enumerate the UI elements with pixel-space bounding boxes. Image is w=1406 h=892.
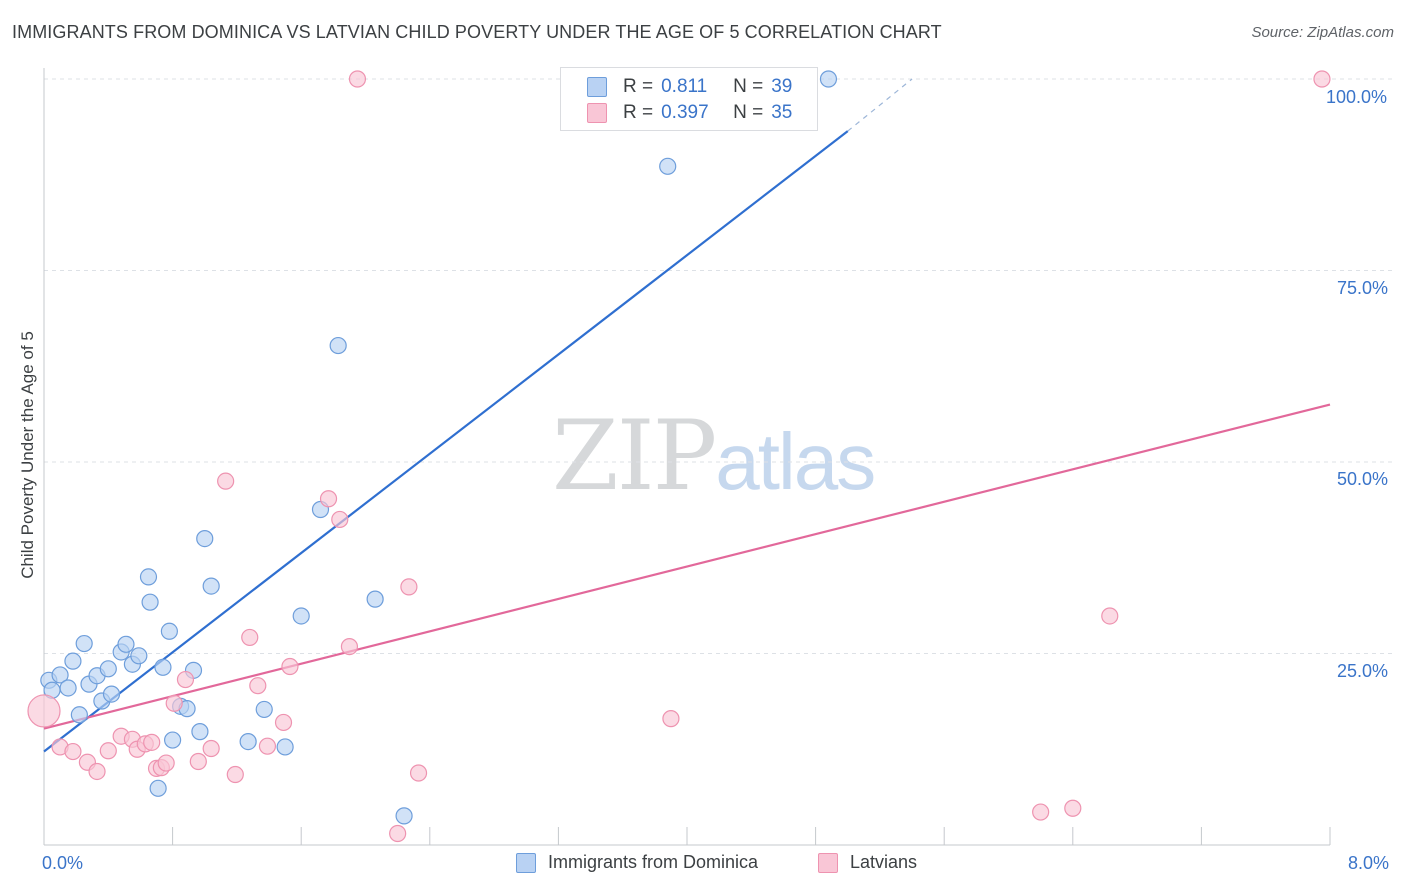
trend-line-latvians — [43, 403, 1331, 730]
x-tick-min: 0.0% — [42, 853, 84, 873]
point-dominica — [276, 738, 294, 756]
point-latvians — [1032, 803, 1050, 821]
point-dominica — [239, 732, 257, 751]
legend-row-dominica: R = 0.811 N = 39 — [587, 74, 792, 100]
point-dominica — [139, 568, 158, 586]
grid-lines — [44, 78, 1395, 654]
source-label: Source: ZipAtlas.com — [1251, 24, 1394, 41]
point-latvians — [258, 737, 277, 755]
point-latvians — [165, 694, 183, 712]
point-dominica — [160, 622, 178, 640]
point-dominica — [202, 577, 220, 595]
point-latvians — [389, 824, 407, 843]
trend-lines — [43, 78, 1331, 753]
legend: R = 0.811 N = 39 R = 0.397 N = 35 — [560, 67, 818, 131]
point-dominica — [59, 679, 77, 697]
legend-r-label: R = — [623, 102, 654, 123]
point-latvians — [226, 765, 244, 784]
point-dominica — [141, 593, 159, 611]
point-latvians — [27, 694, 61, 728]
x-tick-max: 8.0% — [1348, 853, 1390, 873]
y-tick-100: 100.0% — [1326, 87, 1388, 107]
point-latvians — [1101, 607, 1119, 625]
point-dominica — [70, 706, 88, 724]
point-latvians — [143, 733, 161, 751]
point-dominica — [819, 70, 838, 88]
legend-n-label: N = — [733, 102, 764, 123]
bottom-legend-dominica: Immigrants from Dominica — [516, 852, 758, 873]
point-latvians — [176, 670, 195, 689]
point-latvians — [241, 628, 259, 647]
chart-title: IMMIGRANTS FROM DOMINICA VS LATVIAN CHIL… — [12, 22, 942, 42]
point-dominica — [130, 647, 148, 665]
point-dominica — [329, 336, 347, 355]
axes — [43, 68, 1331, 846]
point-latvians — [662, 710, 680, 728]
point-latvians — [319, 490, 338, 508]
point-latvians — [64, 742, 82, 761]
point-dominica — [154, 658, 172, 676]
legend-n-value: 35 — [771, 102, 793, 123]
legend-r-value: 0.397 — [661, 102, 709, 123]
point-latvians — [249, 677, 267, 695]
point-latvians — [189, 752, 207, 771]
point-latvians — [1313, 70, 1331, 88]
y-tick-25: 25.0% — [1337, 661, 1389, 681]
y-tick-50: 50.0% — [1337, 469, 1389, 489]
point-latvians — [88, 762, 106, 781]
legend-n-label: N = — [733, 76, 764, 97]
point-dominica — [164, 731, 182, 749]
point-dominica — [64, 652, 82, 670]
point-latvians — [281, 657, 299, 676]
point-dominica — [292, 607, 310, 625]
point-dominica — [191, 723, 209, 741]
point-dominica — [255, 700, 273, 719]
point-latvians — [217, 472, 235, 490]
legend-row-latvians: R = 0.397 N = 35 — [587, 100, 792, 126]
point-dominica — [366, 590, 384, 608]
y-axis-label: Child Poverty Under the Age of 5 — [18, 331, 37, 579]
watermark: ZIPatlas — [552, 400, 876, 512]
trend-line-dominica-extension — [847, 78, 913, 132]
point-latvians — [340, 638, 359, 656]
bottom-legend-latvians: Latvians — [818, 852, 917, 873]
point-latvians — [400, 578, 418, 596]
bottom-legend-swatch-blue — [516, 852, 536, 873]
bottom-legend: Immigrants from Dominica Latvians — [0, 852, 1406, 876]
watermark-zip: ZIP — [552, 400, 717, 512]
point-dominica — [99, 660, 117, 678]
legend-n-value: 39 — [771, 76, 793, 97]
point-latvians — [331, 510, 349, 529]
point-latvians — [274, 713, 293, 732]
point-dominica — [75, 634, 93, 653]
point-dominica — [659, 157, 677, 175]
bottom-legend-latvians-label: Latvians — [850, 852, 918, 872]
point-latvians — [1064, 799, 1082, 817]
legend-swatch-pink — [587, 103, 607, 123]
point-dominica — [51, 666, 69, 684]
point-dominica — [196, 529, 214, 548]
data-points — [27, 70, 1331, 843]
point-dominica — [149, 779, 167, 797]
point-latvians — [99, 742, 117, 760]
point-latvians — [157, 754, 175, 772]
point-latvians — [348, 70, 367, 88]
point-dominica — [117, 635, 135, 653]
bottom-legend-swatch-pink — [818, 852, 838, 873]
legend-swatch-blue — [587, 77, 607, 97]
point-latvians — [202, 739, 220, 758]
legend-r-label: R = — [623, 76, 654, 97]
bottom-legend-dominica-label: Immigrants from Dominica — [548, 852, 759, 872]
y-tick-75: 75.0% — [1337, 278, 1389, 298]
point-latvians — [409, 764, 428, 782]
trend-line-dominica — [43, 130, 849, 753]
legend-r-value: 0.811 — [661, 76, 708, 97]
point-dominica — [395, 807, 413, 825]
point-dominica — [102, 685, 121, 703]
